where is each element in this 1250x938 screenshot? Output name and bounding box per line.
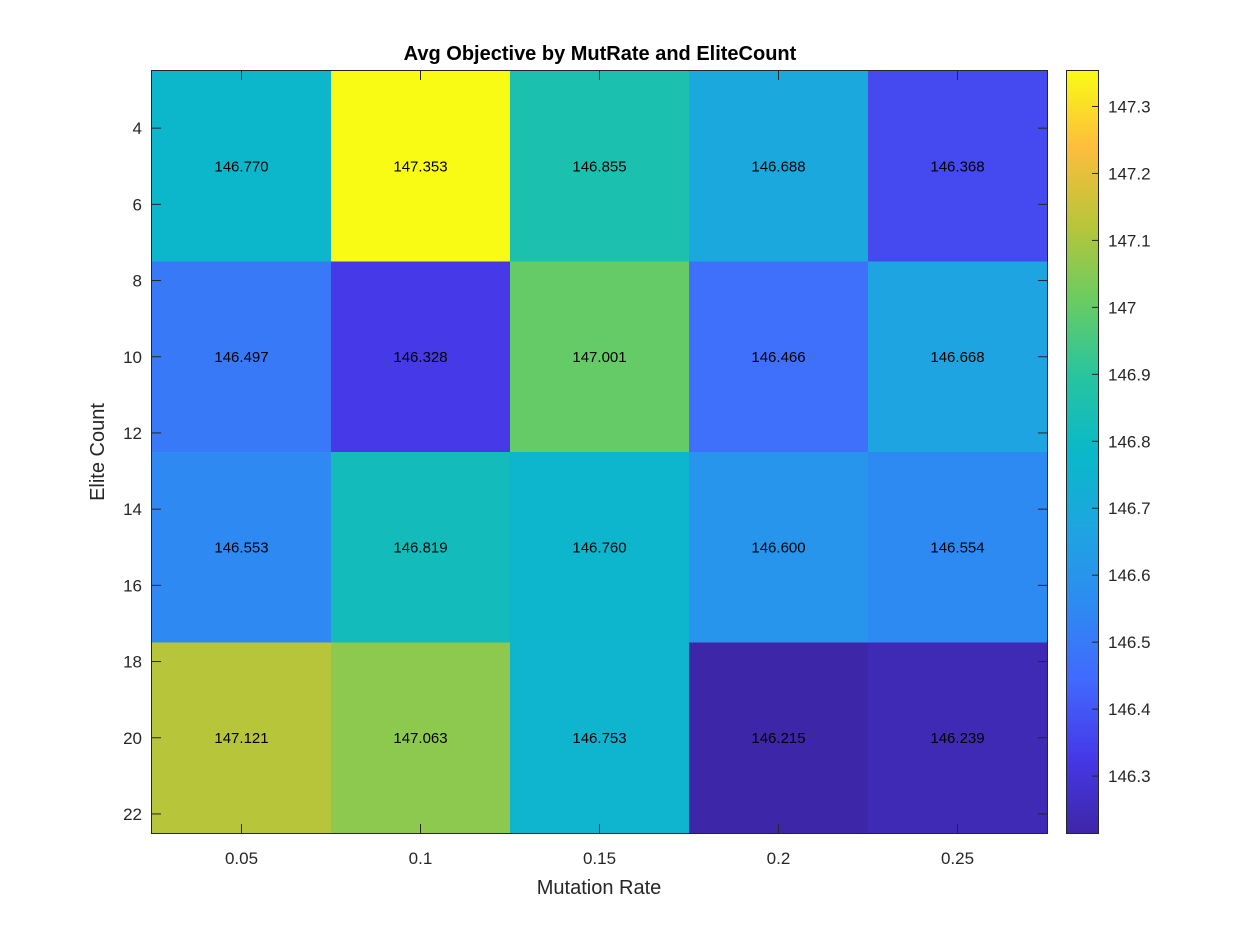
cell-value-label: 146.497	[214, 349, 268, 366]
heatmap-cell	[510, 642, 690, 834]
colorbar-frame	[1066, 70, 1099, 834]
chart-title: Avg Objective by MutRate and EliteCount	[404, 43, 797, 65]
x-axis-label: Mutation Rate	[537, 877, 662, 899]
colorbar-tick-label: 147	[1108, 298, 1136, 317]
cell-value-label: 147.063	[393, 730, 447, 747]
y-axis: 4 6 8 10 12 14 16 18 20 22	[123, 119, 1047, 824]
y-tick-label: 6	[133, 195, 142, 214]
y-tick-label: 14	[123, 500, 142, 519]
heatmap-cell	[331, 452, 511, 644]
heatmap-cell	[868, 71, 1048, 263]
colorbar-tick-label: 146.8	[1108, 432, 1151, 451]
cell-value-label: 146.239	[930, 730, 984, 747]
cell-value-label: 146.770	[214, 158, 268, 175]
heatmap-cell	[152, 71, 332, 263]
heatmap-cell-labels: 146.770 147.353 146.855 146.688 146.368 146.4…	[214, 158, 984, 747]
cell-value-label: 147.121	[214, 730, 268, 747]
cell-value-label: 146.215	[751, 730, 805, 747]
heatmap-cell	[868, 261, 1048, 453]
heatmap-cell	[152, 642, 332, 834]
colorbar-axis: 146.3 146.4 146.5 146.6 146.7 146.8 146.9 147 14…	[1092, 97, 1151, 786]
plot-frame	[151, 70, 1048, 834]
cell-value-label: 146.368	[930, 158, 984, 175]
x-tick-label: 0.1	[409, 849, 433, 868]
heatmap-cell	[510, 261, 690, 453]
x-tick-label: 0.05	[225, 849, 258, 868]
y-tick-label: 12	[123, 424, 142, 443]
cell-value-label: 146.668	[930, 349, 984, 366]
cell-value-label: 146.328	[393, 349, 447, 366]
heatmap-cell	[689, 71, 869, 263]
cell-value-label: 147.353	[393, 158, 447, 175]
colorbar-tick-label: 147.3	[1108, 97, 1151, 116]
heatmap-cell	[331, 71, 511, 263]
cell-value-label: 146.855	[572, 158, 626, 175]
colorbar-tick-label: 146.9	[1108, 365, 1151, 384]
colorbar-tick-label: 147.2	[1108, 164, 1151, 183]
cell-value-label: 147.001	[572, 349, 626, 366]
colorbar-tick-label: 146.5	[1108, 633, 1151, 652]
colorbar-tick-label: 146.7	[1108, 499, 1151, 518]
y-tick-label: 18	[123, 653, 142, 672]
heatmap-cell	[331, 261, 511, 453]
heatmap-cell	[868, 452, 1048, 644]
cell-value-label: 146.760	[572, 539, 626, 556]
y-tick-label: 4	[133, 119, 142, 138]
cell-value-label: 146.688	[751, 158, 805, 175]
x-tick-label: 0.2	[767, 849, 791, 868]
y-tick-label: 16	[123, 576, 142, 595]
heatmap-cells	[152, 71, 1048, 834]
heatmap-cell	[689, 261, 869, 453]
y-tick-label: 10	[123, 348, 142, 367]
heatmap-cell	[510, 71, 690, 263]
heatmap-cell	[152, 261, 332, 453]
cell-value-label: 146.819	[393, 539, 447, 556]
heatmap-cell	[868, 642, 1048, 834]
colorbar-tick-label: 147.1	[1108, 231, 1151, 250]
y-tick-label: 8	[133, 272, 142, 291]
x-tick-label: 0.25	[941, 849, 974, 868]
heatmap-cell	[689, 642, 869, 834]
heatmap-cell	[510, 452, 690, 644]
x-axis: 0.05 0.1 0.15 0.2 0.25	[225, 71, 974, 868]
cell-value-label: 146.753	[572, 730, 626, 747]
heatmap-cell	[331, 642, 511, 834]
cell-value-label: 146.554	[930, 539, 984, 556]
y-axis-label: Elite Count	[87, 403, 109, 501]
colorbar-tick-label: 146.4	[1108, 700, 1151, 719]
cell-value-label: 146.600	[751, 539, 805, 556]
cell-value-label: 146.466	[751, 349, 805, 366]
heatmap-cell	[689, 452, 869, 644]
heatmap-cell	[152, 452, 332, 644]
x-tick-label: 0.15	[583, 849, 616, 868]
cell-value-label: 146.553	[214, 539, 268, 556]
colorbar	[1066, 71, 1098, 833]
colorbar-tick-label: 146.3	[1108, 767, 1151, 786]
y-tick-label: 20	[123, 729, 142, 748]
colorbar-tick-label: 146.6	[1108, 566, 1151, 585]
y-tick-label: 22	[123, 805, 142, 824]
